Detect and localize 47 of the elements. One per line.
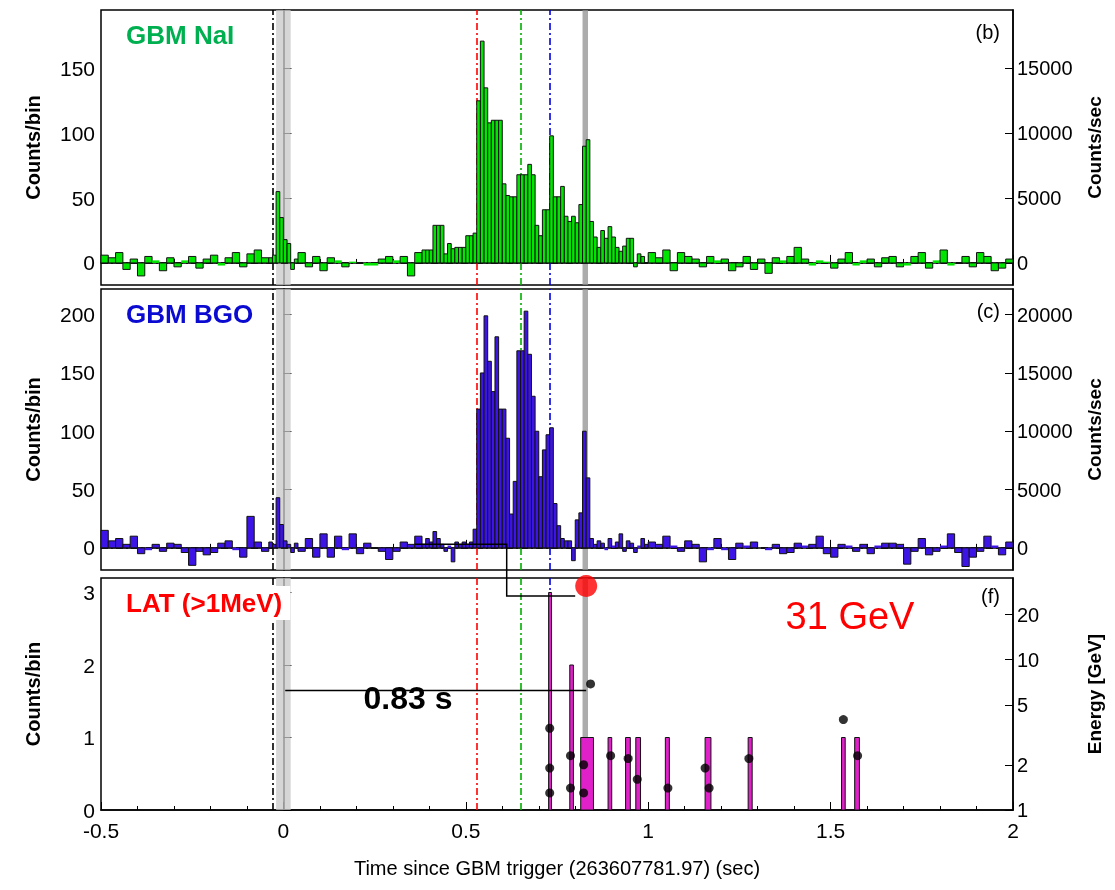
y2-tick-label: 15000 <box>1017 57 1073 80</box>
y2-axis-title: Counts/sec <box>1084 377 1105 481</box>
y-tick-label: 3 <box>83 581 95 604</box>
x-tick-label: 2 <box>1007 819 1019 842</box>
y-tick-label: 100 <box>59 121 95 145</box>
y-axis-title: Counts/bin <box>22 641 44 747</box>
chart-title: GBM NaI <box>126 20 235 50</box>
y2-tick-label: 20 <box>1017 603 1040 626</box>
annotation: (f) <box>981 585 1000 607</box>
chart-title: GBM BGO <box>126 299 254 329</box>
y2-tick-label: 0 <box>1017 536 1029 559</box>
y2-tick-label: 5000 <box>1017 187 1062 210</box>
annotation: 31 GeV <box>785 595 916 637</box>
y2-tick-label: 10000 <box>1017 122 1073 145</box>
y-tick-label: 50 <box>71 186 95 210</box>
y2-tick-label: 20000 <box>1017 303 1073 326</box>
x-tick-label: 0 <box>277 819 290 842</box>
x-tick-label: 1 <box>642 819 655 842</box>
y2-tick-label: 0 <box>1017 251 1029 274</box>
x-tick-label: 0.5 <box>451 819 481 842</box>
y-tick-label: 1 <box>83 726 95 749</box>
y2-tick-label: 15000 <box>1017 361 1073 384</box>
y2-tick-label: 5000 <box>1017 478 1062 501</box>
y2-tick-label: 2 <box>1017 753 1029 776</box>
y-tick-label: 0 <box>83 251 95 275</box>
y-axis-title: Counts/bin <box>22 377 44 482</box>
y-tick-label: 150 <box>59 361 95 385</box>
chart-title: LAT (>1MeV) <box>126 588 283 618</box>
y-tick-label: 100 <box>59 419 95 443</box>
y-axis-title: Counts/bin <box>22 95 44 200</box>
x-axis-title: Time since GBM trigger (263607781.97) (sec) <box>353 857 761 879</box>
y2-tick-label: 1 <box>1017 799 1029 821</box>
y2-tick-label: 10 <box>1017 648 1040 671</box>
y2-tick-label: 5 <box>1017 693 1029 716</box>
y-tick-label: 0 <box>83 536 95 560</box>
y-tick-label: 200 <box>59 303 95 327</box>
y2-tick-label: 10000 <box>1017 420 1073 443</box>
x-tick-label: 1.5 <box>816 819 846 842</box>
y-tick-label: 2 <box>83 653 95 677</box>
annotation: (b) <box>975 21 1000 43</box>
y-tick-label: 0 <box>83 798 95 822</box>
x-tick-label: -0.5 <box>82 819 120 842</box>
annotation: (c) <box>976 300 1000 322</box>
y2-axis-title: Energy [GeV] <box>1084 633 1105 755</box>
y2-axis-title: Counts/sec <box>1084 95 1105 199</box>
y-tick-label: 150 <box>59 56 95 80</box>
y-tick-label: 50 <box>71 478 95 502</box>
